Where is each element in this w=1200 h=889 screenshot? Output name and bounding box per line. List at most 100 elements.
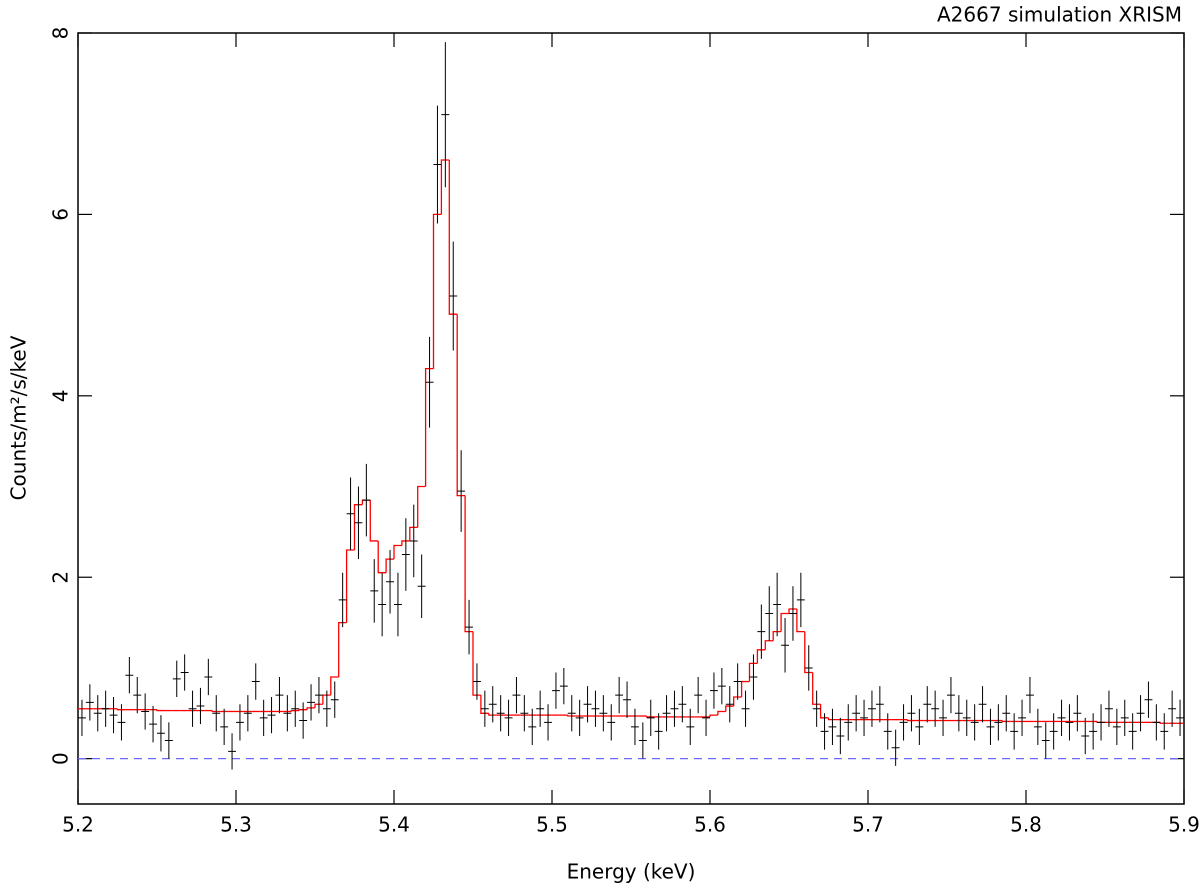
data-point [228, 733, 236, 770]
data-point [1136, 695, 1145, 732]
model-step [717, 710, 726, 716]
data-point [204, 658, 213, 696]
data-point [473, 663, 481, 700]
model-step [780, 612, 789, 632]
data-point [449, 241, 458, 351]
x-tick-label: 5.8 [1010, 813, 1042, 837]
data-point [315, 677, 323, 714]
data-point [1057, 699, 1066, 736]
data-point [109, 696, 118, 734]
model-step [788, 608, 797, 614]
model-step [330, 676, 339, 696]
data-point [117, 704, 126, 741]
data-point [386, 550, 394, 614]
model-step [298, 709, 308, 711]
data-point [796, 572, 805, 628]
data-point [868, 690, 876, 727]
model-step [290, 709, 300, 712]
model-step [314, 703, 323, 708]
data-point [78, 699, 86, 736]
data-point [931, 690, 940, 727]
data-point [544, 704, 552, 741]
data-point [852, 695, 861, 732]
model-step [488, 713, 497, 716]
data-point [101, 690, 110, 727]
model-step [385, 558, 394, 573]
model-step [424, 367, 434, 487]
data-point [717, 667, 726, 705]
data-point [1049, 713, 1058, 750]
data-point [591, 690, 600, 727]
data-point [1176, 699, 1184, 736]
data-point [291, 690, 300, 727]
data-point [623, 681, 631, 718]
data-point [1089, 713, 1098, 750]
model-step [748, 662, 758, 682]
data-point [283, 695, 292, 732]
data-point [330, 681, 339, 718]
data-point [915, 708, 924, 746]
data-point [899, 704, 908, 741]
data-point [504, 699, 513, 736]
data-point [488, 686, 497, 723]
x-axis-label: Energy (keV) [567, 860, 696, 884]
data-point [512, 677, 521, 714]
data-point [378, 572, 387, 637]
data-point [1112, 708, 1121, 746]
data-point [164, 722, 173, 759]
x-tick-label: 5.3 [220, 813, 252, 837]
data-point [307, 684, 315, 721]
model-step [417, 485, 426, 528]
y-tick-label: 6 [49, 208, 73, 221]
data-point [954, 695, 963, 732]
model-step [338, 621, 347, 678]
data-point [338, 572, 347, 628]
data-point [749, 654, 758, 700]
x-tick-label: 5.6 [694, 813, 726, 837]
data-point [346, 477, 355, 551]
data-point [947, 677, 955, 714]
data-point [322, 690, 331, 727]
data-point [1152, 704, 1161, 741]
data-point [133, 677, 142, 714]
data-point [962, 699, 971, 736]
model-step [377, 540, 387, 574]
data-point [441, 42, 450, 188]
model-step [756, 649, 766, 664]
data-point [1105, 690, 1113, 727]
model-step [472, 631, 481, 696]
data-point [1128, 713, 1137, 750]
data-point [1073, 695, 1082, 732]
chart-title: A2667 simulation XRISM [937, 3, 1182, 27]
model-step [306, 707, 315, 710]
data-point [575, 699, 584, 736]
data-point [212, 695, 221, 732]
data-point [599, 695, 608, 732]
x-tick-label: 5.5 [536, 813, 568, 837]
data-point [694, 677, 703, 714]
data-point [804, 645, 813, 691]
data-point [465, 599, 473, 655]
model-step [480, 695, 489, 714]
model-step [804, 631, 813, 674]
data-point [457, 450, 466, 532]
x-tick-label: 5.7 [852, 813, 884, 837]
data-point [970, 704, 979, 741]
data-point [789, 586, 797, 641]
plot-frame [77, 32, 1185, 805]
data-point [552, 672, 560, 709]
data-point [417, 554, 426, 619]
model-step [345, 549, 355, 623]
data-point [251, 663, 260, 700]
data-point [883, 713, 892, 750]
data-point [646, 699, 655, 736]
data-point [1097, 704, 1105, 741]
data-point [638, 722, 647, 759]
data-point [670, 690, 679, 727]
data-point [828, 708, 837, 746]
data-point [994, 704, 1003, 741]
data-point [781, 618, 789, 673]
model-step [211, 710, 221, 713]
data-point [662, 695, 671, 732]
y-axis-label: Counts/m²/s/keV [7, 335, 31, 500]
